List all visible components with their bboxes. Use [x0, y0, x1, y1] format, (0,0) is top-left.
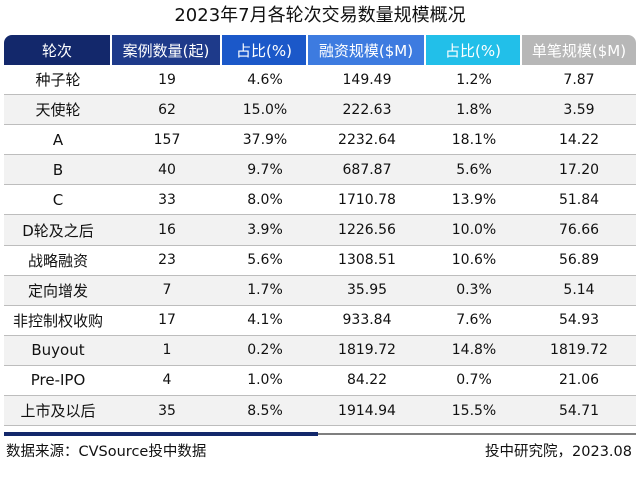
deal-count-cell: 16 [112, 215, 222, 246]
avg-deal-size-cell: 3.59 [522, 95, 636, 126]
deal-count-cell: 19 [112, 65, 222, 96]
deal-count-cell: 62 [112, 95, 222, 126]
avg-deal-size-cell: 76.66 [522, 215, 636, 246]
amount-share-cell: 13.9% [426, 185, 522, 216]
financing-amount-cell: 1819.72 [308, 335, 426, 366]
financing-amount-cell: 35.95 [308, 275, 426, 306]
table-row: 非控制权收购 17 4.1% 933.84 7.6% 54.93 [4, 306, 636, 336]
count-share-cell: 8.5% [222, 396, 308, 427]
amount-share-cell: 1.8% [426, 95, 522, 126]
avg-deal-size-cell: 14.22 [522, 125, 636, 156]
round-cell: 战略融资 [4, 246, 112, 276]
deal-count-cell: 17 [112, 306, 222, 336]
avg-deal-size-cell: 51.84 [522, 185, 636, 216]
count-share-cell: 15.0% [222, 95, 308, 126]
table-row: A 157 37.9% 2232.64 18.1% 14.22 [4, 125, 636, 156]
deal-count-cell: 1 [112, 335, 222, 366]
amount-share-cell: 15.5% [426, 396, 522, 427]
column-header-count-share: 占比(%) [222, 35, 308, 65]
amount-share-cell: 10.6% [426, 246, 522, 276]
financing-amount-cell: 687.87 [308, 155, 426, 186]
table-row: D轮及之后 16 3.9% 1226.56 10.0% 76.66 [4, 215, 636, 246]
count-share-cell: 1.7% [222, 275, 308, 306]
column-header-amount-share: 占比(%) [426, 35, 522, 65]
amount-share-cell: 1.2% [426, 65, 522, 96]
avg-deal-size-cell: 54.93 [522, 306, 636, 336]
deal-count-cell: 33 [112, 185, 222, 216]
financing-amount-cell: 1226.56 [308, 215, 426, 246]
amount-share-cell: 18.1% [426, 125, 522, 156]
round-cell: A [4, 125, 112, 156]
avg-deal-size-cell: 21.06 [522, 366, 636, 397]
financing-amount-cell: 149.49 [308, 65, 426, 96]
table-row: 战略融资 23 5.6% 1308.51 10.6% 56.89 [4, 246, 636, 276]
round-cell: D轮及之后 [4, 215, 112, 246]
table-row: 定向增发 7 1.7% 35.95 0.3% 5.14 [4, 275, 636, 306]
table-row: B 40 9.7% 687.87 5.6% 17.20 [4, 155, 636, 186]
count-share-cell: 8.0% [222, 185, 308, 216]
financing-amount-cell: 933.84 [308, 306, 426, 336]
footer-divider-accent [4, 432, 318, 436]
avg-deal-size-cell: 5.14 [522, 275, 636, 306]
count-share-cell: 3.9% [222, 215, 308, 246]
avg-deal-size-cell: 7.87 [522, 65, 636, 96]
table-row: 天使轮 62 15.0% 222.63 1.8% 3.59 [4, 95, 636, 126]
round-cell: 非控制权收购 [4, 306, 112, 336]
deal-count-cell: 23 [112, 246, 222, 276]
count-share-cell: 1.0% [222, 366, 308, 397]
count-share-cell: 0.2% [222, 335, 308, 366]
deal-count-cell: 157 [112, 125, 222, 156]
header-row: 轮次 案例数量(起) 占比(%) 融资规模($M) 占比(%) 单笔规模($M) [4, 35, 636, 65]
table-row: C 33 8.0% 1710.78 13.9% 51.84 [4, 185, 636, 216]
amount-share-cell: 5.6% [426, 155, 522, 186]
round-cell: 定向增发 [4, 275, 112, 306]
avg-deal-size-cell: 56.89 [522, 246, 636, 276]
count-share-cell: 9.7% [222, 155, 308, 186]
round-cell: B [4, 155, 112, 186]
count-share-cell: 4.6% [222, 65, 308, 96]
avg-deal-size-cell: 54.71 [522, 396, 636, 427]
round-cell: 上市及以后 [4, 396, 112, 427]
amount-share-cell: 10.0% [426, 215, 522, 246]
financing-amount-cell: 1710.78 [308, 185, 426, 216]
amount-share-cell: 7.6% [426, 306, 522, 336]
avg-deal-size-cell: 1819.72 [522, 335, 636, 366]
deal-count-cell: 4 [112, 366, 222, 397]
count-share-cell: 37.9% [222, 125, 308, 156]
round-cell: Pre-IPO [4, 366, 112, 397]
count-share-cell: 5.6% [222, 246, 308, 276]
amount-share-cell: 0.7% [426, 366, 522, 397]
financing-amount-cell: 222.63 [308, 95, 426, 126]
column-header-deal-count: 案例数量(起) [112, 35, 222, 65]
avg-deal-size-cell: 17.20 [522, 155, 636, 186]
data-source-note: 数据来源：CVSource投中数据 [6, 444, 207, 460]
deal-count-cell: 40 [112, 155, 222, 186]
publisher-date-note: 投中研究院，2023.08 [485, 444, 632, 460]
table-row: Buyout 1 0.2% 1819.72 14.8% 1819.72 [4, 335, 636, 366]
table-row: 种子轮 19 4.6% 149.49 1.2% 7.87 [4, 65, 636, 96]
amount-share-cell: 14.8% [426, 335, 522, 366]
column-header-avg-deal-size: 单笔规模($M) [522, 35, 636, 65]
table-body: 种子轮 19 4.6% 149.49 1.2% 7.87 天使轮 62 15.0% 222.63 1… [4, 65, 636, 427]
column-header-round: 轮次 [4, 35, 112, 65]
deal-count-cell: 7 [112, 275, 222, 306]
table-row: 上市及以后 35 8.5% 1914.94 15.5% 54.71 [4, 396, 636, 427]
footer-divider [4, 433, 636, 435]
round-cell: 种子轮 [4, 65, 112, 96]
round-cell: 天使轮 [4, 95, 112, 126]
round-cell: Buyout [4, 335, 112, 366]
amount-share-cell: 0.3% [426, 275, 522, 306]
financing-amount-cell: 1308.51 [308, 246, 426, 276]
table-row: Pre-IPO 4 1.0% 84.22 0.7% 21.06 [4, 366, 636, 397]
financing-amount-cell: 2232.64 [308, 125, 426, 156]
column-header-financing-amount: 融资规模($M) [308, 35, 426, 65]
round-cell: C [4, 185, 112, 216]
financing-rounds-table: 轮次 案例数量(起) 占比(%) 融资规模($M) 占比(%) 单笔规模($M)… [4, 35, 636, 427]
financing-amount-cell: 84.22 [308, 366, 426, 397]
count-share-cell: 4.1% [222, 306, 308, 336]
financing-amount-cell: 1914.94 [308, 396, 426, 427]
table-title: 2023年7月各轮次交易数量规模概况 [174, 5, 466, 26]
deal-count-cell: 35 [112, 396, 222, 427]
